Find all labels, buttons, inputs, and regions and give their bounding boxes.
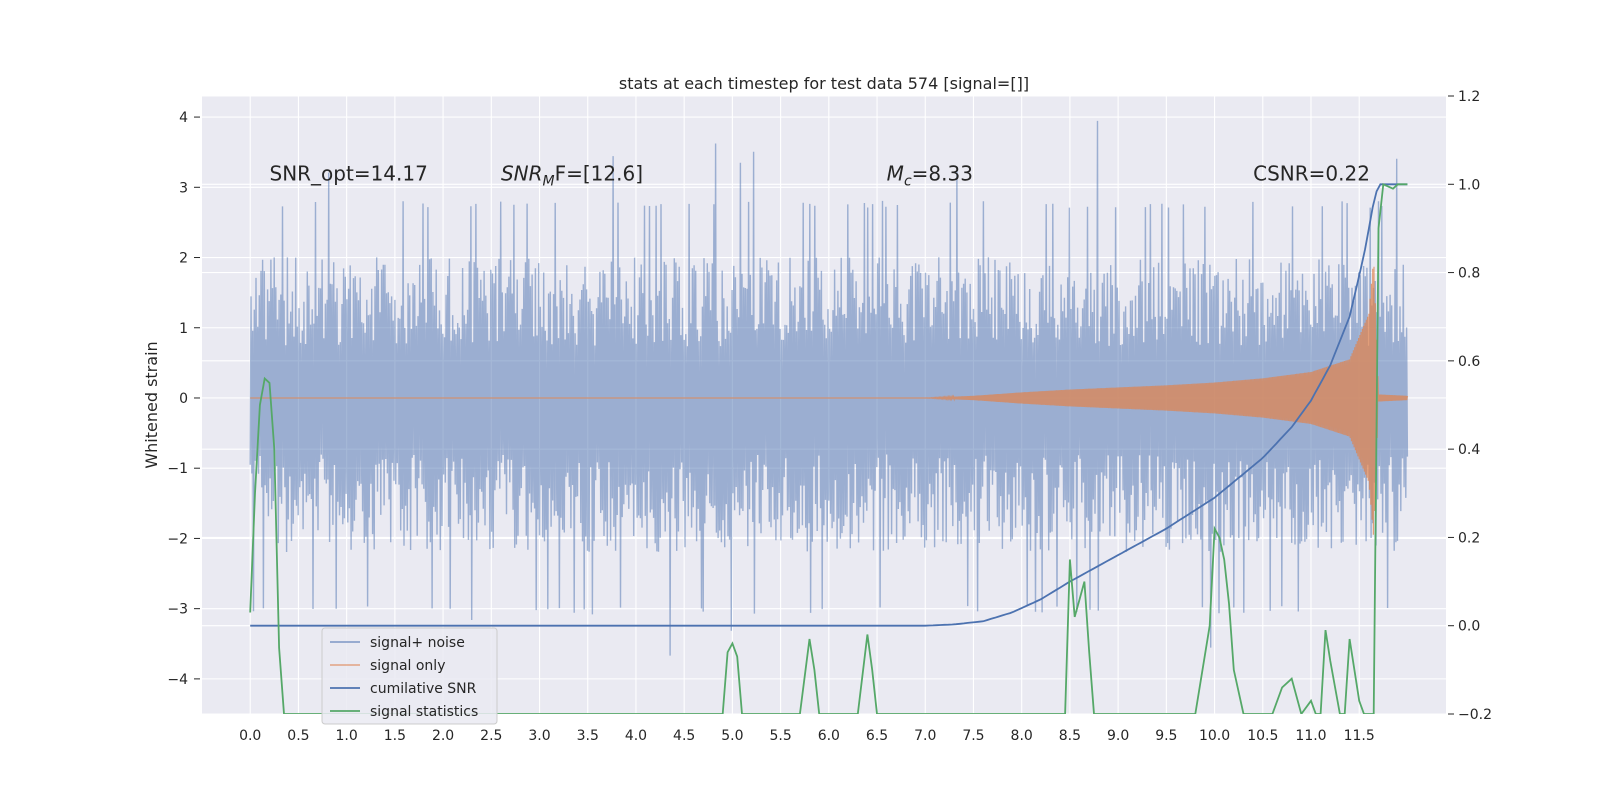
y2-tick-label: 0.4: [1458, 442, 1480, 458]
x-tick-label: 3.5: [577, 728, 599, 744]
y-tick-label: −4: [167, 672, 188, 688]
x-tick-label: 5.0: [721, 728, 743, 744]
x-tick-label: 4.0: [625, 728, 647, 744]
y2-tick-label: 0.6: [1458, 354, 1480, 370]
chart-title: stats at each timestep for test data 574…: [619, 74, 1029, 93]
x-tick-label: 9.0: [1107, 728, 1129, 744]
annotation-rest: =8.33: [912, 161, 973, 185]
annotation-main: SNR: [501, 161, 543, 185]
y2-tick-label: 0.8: [1458, 266, 1480, 282]
x-tick-label: 2.0: [432, 728, 454, 744]
x-tick-label: 1.5: [384, 728, 406, 744]
axis-layer: 0.0 0.5 1.0 1.5 2.0 2.5 3.0 3.5 4.0 4.5 5.0 5.5 6.0 6…: [167, 89, 1492, 744]
y-tick-label: 4: [179, 110, 188, 126]
x-tick-label: 8.5: [1059, 728, 1081, 744]
annotation-label-1: SNRMF=[12.6]: [501, 161, 643, 189]
y-tick-label: 3: [179, 180, 188, 196]
x-tick-label: 1.0: [336, 728, 358, 744]
annotation-subscript: M: [543, 173, 555, 189]
y-tick-label: 2: [179, 251, 188, 267]
y2-tick-label: 0.2: [1458, 530, 1480, 546]
legend-label: signal only: [370, 658, 445, 674]
y-tick-label: 1: [179, 321, 188, 337]
series-signal-noise-line: [249, 120, 1409, 656]
annotation-subscript: c: [904, 173, 912, 189]
x-tick-label: 9.5: [1155, 728, 1177, 744]
y2-tick-label: 1.0: [1458, 177, 1480, 193]
x-tick-label: 10.5: [1247, 728, 1278, 744]
x-tick-label: 11.5: [1344, 728, 1375, 744]
series-signal-only-line: [250, 266, 1408, 535]
x-tick-label: 0.0: [239, 728, 261, 744]
y-tick-label: −2: [167, 531, 188, 547]
annotation-layer: SNR_opt=14.17 SNRMF=[12.6] Mc=8.33 CSNR=0.2…: [270, 161, 1370, 189]
series-layer: [249, 120, 1409, 714]
x-tick-label: 8.0: [1011, 728, 1033, 744]
y2-tick-label: 0.0: [1458, 619, 1480, 635]
annotation-main: M: [887, 161, 904, 185]
x-tick-label: 2.5: [480, 728, 502, 744]
annotation-label-2: Mc=8.33: [887, 161, 973, 189]
x-tick-label: 0.5: [287, 728, 309, 744]
legend-label: signal statistics: [370, 704, 478, 720]
series-cumulative-snr-line: [250, 183, 1408, 627]
y-tick-label: 0: [179, 391, 188, 407]
y-tick-label: −3: [167, 602, 188, 618]
legend: signal+ noise signal only cumilative SNR si…: [321, 627, 498, 725]
x-tick-label: 4.5: [673, 728, 695, 744]
x-tick-label: 6.5: [866, 728, 888, 744]
annotation-label-0: SNR_opt=14.17: [270, 161, 428, 185]
annotation-label-3: CSNR=0.22: [1253, 161, 1370, 185]
x-tick-label: 3.0: [528, 728, 550, 744]
legend-box: [321, 627, 498, 725]
series-signal-statistics-line: [249, 182, 1408, 714]
annotation-rest: F=[12.6]: [555, 161, 643, 185]
y-axis-label: Whitened strain: [142, 341, 161, 468]
y-tick-label: −1: [167, 461, 188, 477]
x-tick-label: 11.0: [1295, 728, 1326, 744]
y2-tick-label: 1.2: [1458, 89, 1480, 105]
x-tick-label: 7.5: [962, 728, 984, 744]
x-tick-label: 7.0: [914, 728, 936, 744]
legend-label: signal+ noise: [370, 635, 465, 651]
x-tick-label: 10.0: [1199, 728, 1230, 744]
y2-tick-label: −0.2: [1458, 707, 1492, 723]
x-tick-label: 5.5: [769, 728, 791, 744]
legend-label: cumilative SNR: [370, 681, 477, 697]
x-tick-label: 6.0: [818, 728, 840, 744]
